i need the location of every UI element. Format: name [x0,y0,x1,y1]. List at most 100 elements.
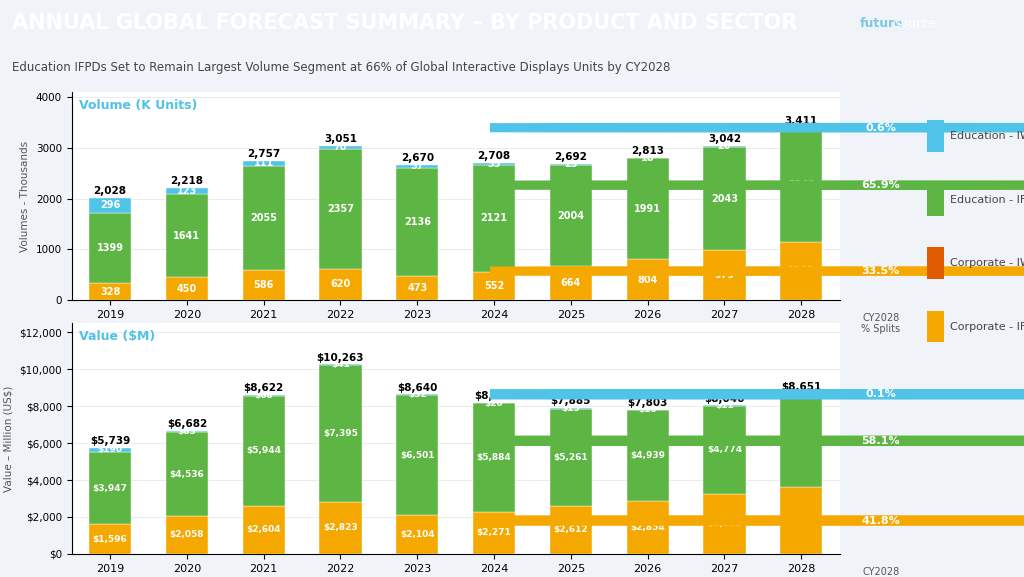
Text: 620: 620 [331,279,350,289]
Text: 0.1%: 0.1% [865,389,896,399]
FancyBboxPatch shape [489,515,1024,526]
Bar [703,406,745,494]
Text: 979: 979 [715,270,734,280]
Bar [396,395,438,515]
Text: $2,271: $2,271 [477,529,511,537]
Text: $3,261: $3,261 [708,519,741,529]
Text: 3,411: 3,411 [784,116,818,126]
Text: 552: 552 [484,281,504,291]
Text: Corporate - IWB: Corporate - IWB [949,258,1024,268]
Bar [89,283,131,300]
Text: 2,670: 2,670 [400,153,434,163]
Bar [927,121,944,152]
Text: $3,615: $3,615 [784,516,818,525]
Text: $8,175: $8,175 [474,391,514,401]
Text: Corporate - IFPD: Corporate - IFPD [949,321,1024,332]
Text: $6,501: $6,501 [400,451,434,459]
Text: 3,042: 3,042 [708,134,741,144]
Bar [319,149,361,269]
Text: CY2028
% Splits: CY2028 % Splits [861,567,900,577]
Text: 2,757: 2,757 [247,149,281,159]
Text: 70: 70 [334,143,347,152]
Text: $5,261: $5,261 [554,452,588,462]
Bar [550,267,592,300]
Bar [166,432,208,516]
Text: 804: 804 [638,275,657,284]
Text: 111: 111 [254,159,273,168]
Bar [550,409,592,505]
Text: 2004: 2004 [557,211,585,220]
Bar [703,146,745,147]
Text: $10: $10 [638,406,657,414]
Text: Education IFPDs Set to Remain Largest Volume Segment at 66% of Global Interactiv: Education IFPDs Set to Remain Largest Vo… [12,61,671,74]
Text: $83: $83 [177,427,197,436]
Text: 296: 296 [100,200,120,210]
Bar [550,505,592,554]
Text: 1641: 1641 [173,231,201,241]
Text: $8,651: $8,651 [781,383,821,392]
Text: 2,708: 2,708 [477,151,511,162]
Text: $8,046: $8,046 [705,394,744,403]
FancyBboxPatch shape [489,181,1024,190]
Text: Value ($M): Value ($M) [80,330,156,343]
Text: $1,596: $1,596 [93,535,127,544]
Text: 23: 23 [564,159,578,169]
Text: $6,682: $6,682 [167,419,207,429]
Text: 57: 57 [411,162,424,171]
Bar [243,395,285,396]
Text: $5,739: $5,739 [90,436,130,446]
Text: $7,803: $7,803 [628,398,668,408]
Bar [550,164,592,165]
Bar [396,168,438,276]
Text: 0.6%: 0.6% [865,123,896,133]
Text: 664: 664 [561,278,581,288]
Bar [319,269,361,300]
Bar [927,183,944,216]
Text: Education - IFPD: Education - IFPD [949,194,1024,205]
Bar [927,248,944,279]
Bar [780,128,822,242]
FancyBboxPatch shape [489,436,1024,446]
Bar [89,197,131,212]
Bar [166,430,208,432]
Text: $5,884: $5,884 [477,453,511,462]
Bar [166,516,208,554]
Bar [703,147,745,250]
Bar [627,259,669,300]
Text: $32: $32 [408,390,427,399]
Text: $2,058: $2,058 [170,530,204,539]
Text: $2,104: $2,104 [400,530,434,539]
Text: $13: $13 [561,404,581,413]
Text: 2055: 2055 [250,213,278,223]
Bar [243,166,285,271]
Text: 19: 19 [795,123,808,133]
Text: source: source [894,17,936,30]
Text: 58.1%: 58.1% [861,436,900,446]
Bar [243,271,285,300]
Y-axis label: Value – Million (US$): Value – Million (US$) [4,385,13,492]
Text: 2249: 2249 [787,180,815,190]
Bar [319,365,361,502]
Bar [319,145,361,149]
Text: $5,944: $5,944 [246,447,282,455]
Text: $5,025: $5,025 [784,436,818,445]
Text: $11: $11 [792,390,811,399]
Bar [89,212,131,283]
Text: $4,536: $4,536 [170,470,204,478]
Text: $11: $11 [715,401,734,410]
Text: $8,622: $8,622 [244,383,284,393]
Bar [89,524,131,554]
Bar [703,494,745,554]
FancyBboxPatch shape [489,389,1024,399]
Bar [319,502,361,554]
Text: $7,885: $7,885 [551,396,591,406]
Bar [780,395,822,487]
Bar [396,515,438,554]
FancyBboxPatch shape [489,266,1024,276]
Bar [396,165,438,168]
Text: 1991: 1991 [634,204,662,214]
Text: $2,854: $2,854 [631,523,665,532]
Text: $20: $20 [484,399,504,408]
Text: $4,774: $4,774 [707,445,742,454]
Bar [243,160,285,166]
